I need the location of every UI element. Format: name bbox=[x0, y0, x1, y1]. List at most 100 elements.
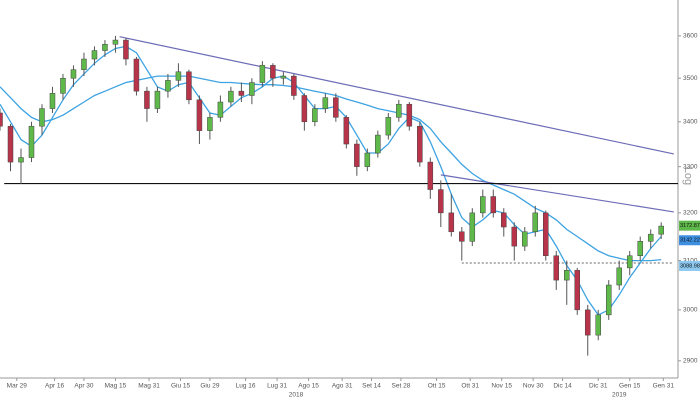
x-tick-label: Dic 14 bbox=[553, 383, 572, 390]
x-tick-label: Ago 15 bbox=[298, 383, 319, 390]
candle-body bbox=[626, 255, 633, 269]
candle-body bbox=[438, 189, 444, 214]
candle-body bbox=[280, 75, 287, 79]
candle-body bbox=[7, 125, 14, 163]
price-tag bbox=[679, 260, 700, 271]
candle-body bbox=[144, 90, 150, 109]
candle-body bbox=[291, 75, 297, 96]
candle-body bbox=[574, 270, 580, 311]
trend-line bbox=[440, 174, 674, 213]
candle-body bbox=[70, 69, 77, 79]
candle-body bbox=[228, 90, 234, 103]
candle-body bbox=[406, 103, 413, 127]
candle-body bbox=[207, 117, 213, 131]
candle-body bbox=[217, 101, 224, 118]
x-tick-label: Apr 16 bbox=[45, 383, 65, 390]
candle-body bbox=[459, 231, 465, 242]
candle-body bbox=[165, 80, 171, 92]
x-tick-label: Ott 15 bbox=[428, 383, 446, 390]
candle-body bbox=[154, 90, 161, 109]
y-tick-label: 3400 bbox=[683, 118, 698, 125]
price-tag-label: 3088.9877 bbox=[680, 263, 700, 269]
x-tick-label: Nov 30 bbox=[523, 383, 544, 390]
candle-body bbox=[637, 241, 643, 256]
candle-body bbox=[123, 39, 129, 60]
candle-body bbox=[238, 90, 245, 96]
candle-body bbox=[511, 226, 518, 247]
candle-body bbox=[60, 77, 66, 94]
candle-body bbox=[532, 212, 539, 233]
candle-body bbox=[259, 65, 266, 83]
candle-body bbox=[553, 255, 560, 281]
candle-body bbox=[396, 103, 402, 118]
candle-body bbox=[39, 108, 45, 127]
year-label: 2019 bbox=[612, 392, 627, 399]
price-tag bbox=[679, 220, 700, 231]
candle-body bbox=[595, 314, 601, 336]
candle-body bbox=[18, 157, 24, 163]
moving-average bbox=[0, 75, 662, 262]
candle-body bbox=[249, 82, 255, 96]
y-tick-label: 3200 bbox=[683, 210, 698, 217]
y-tick-label: 3500 bbox=[683, 75, 698, 82]
candle-body bbox=[343, 117, 350, 145]
candle-body bbox=[543, 212, 549, 256]
candle-body bbox=[196, 99, 203, 131]
x-tick-label: Giu 29 bbox=[200, 383, 220, 390]
candle-body bbox=[584, 309, 591, 336]
y-tick-label: 3000 bbox=[683, 307, 698, 314]
price-tag-label: 3142.2224 bbox=[680, 238, 700, 244]
candle-body bbox=[417, 125, 423, 163]
axis-label: Log bbox=[682, 167, 694, 185]
candle-body bbox=[112, 39, 119, 45]
moving-average bbox=[0, 45, 662, 316]
candle-body bbox=[270, 65, 276, 79]
x-tick-label: Set 14 bbox=[362, 383, 381, 390]
y-tick-label: 2900 bbox=[683, 358, 698, 365]
candle-body bbox=[102, 44, 108, 51]
x-tick-label: Giu 15 bbox=[171, 383, 191, 390]
candle-body bbox=[375, 134, 381, 154]
price-tag bbox=[679, 235, 700, 246]
candle-body bbox=[448, 212, 455, 233]
candle-body bbox=[563, 270, 570, 281]
y-tick-label: 3600 bbox=[683, 33, 698, 40]
candle-body bbox=[186, 71, 192, 101]
candle-body bbox=[133, 58, 140, 92]
candle-body bbox=[385, 117, 392, 136]
x-tick-label: Ago 31 bbox=[332, 383, 353, 390]
candle-body bbox=[647, 233, 654, 242]
candle-body bbox=[522, 231, 528, 247]
year-label: 2018 bbox=[289, 392, 304, 399]
x-tick-label: Mag 15 bbox=[105, 383, 127, 390]
x-tick-label: Ott 31 bbox=[461, 383, 479, 390]
x-tick-label: Set 28 bbox=[392, 383, 411, 390]
candle-body bbox=[0, 112, 3, 127]
x-tick-label: Lug 31 bbox=[267, 383, 287, 390]
candle-body bbox=[490, 196, 497, 214]
candle-body bbox=[480, 196, 486, 214]
candle-body bbox=[91, 50, 98, 60]
x-tick-label: Mag 31 bbox=[138, 383, 160, 390]
candle-body bbox=[175, 71, 182, 81]
candle-body bbox=[616, 267, 622, 286]
x-tick-label: Lug 16 bbox=[236, 383, 256, 390]
candle-body bbox=[28, 125, 35, 158]
y-tick-label: 3100 bbox=[683, 257, 698, 264]
x-tick-label: Apr 30 bbox=[74, 383, 94, 390]
price-tag-label: 3172.8702 bbox=[680, 223, 700, 229]
candle-body bbox=[605, 284, 612, 316]
x-tick-label: Gen 15 bbox=[619, 383, 641, 390]
x-tick-label: Dic 31 bbox=[589, 383, 608, 390]
candle-body bbox=[312, 108, 318, 123]
x-tick-label: Gen 31 bbox=[653, 383, 675, 390]
candle-body bbox=[333, 97, 339, 118]
candle-body bbox=[469, 212, 476, 242]
x-tick-label: Nov 15 bbox=[491, 383, 512, 390]
candle-body bbox=[301, 95, 308, 123]
candle-body bbox=[364, 152, 371, 167]
trend-line bbox=[119, 36, 674, 155]
candle-body bbox=[658, 225, 664, 235]
